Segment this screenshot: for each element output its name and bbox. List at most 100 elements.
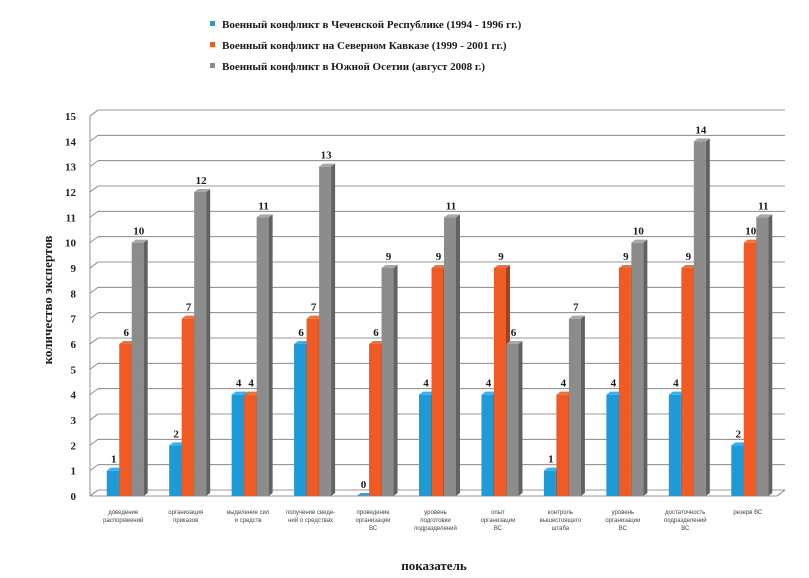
bar-side bbox=[268, 214, 273, 497]
y-tick-label: 2 bbox=[71, 440, 77, 452]
legend: Военный конфликт в Чеченской Республике … bbox=[210, 19, 522, 73]
data-label: 6 bbox=[298, 327, 304, 339]
gridline-side bbox=[89, 337, 99, 345]
x-tick-label: резерв ВС bbox=[733, 510, 763, 516]
bar-front bbox=[306, 318, 319, 496]
bar-front bbox=[481, 394, 494, 496]
bar-top bbox=[231, 391, 248, 395]
bar-top bbox=[506, 341, 523, 344]
x-tick-line: доведение bbox=[108, 510, 139, 516]
data-label: 0 bbox=[361, 479, 367, 491]
bar-front bbox=[493, 268, 506, 496]
data-label: 9 bbox=[623, 251, 629, 263]
data-label: 4 bbox=[561, 378, 567, 390]
y-tick-label: 5 bbox=[71, 364, 77, 376]
x-tick-line: подготовки bbox=[420, 518, 450, 524]
y-tick-label: 3 bbox=[71, 415, 77, 427]
data-label: 12 bbox=[196, 175, 208, 187]
data-label: 4 bbox=[423, 378, 429, 390]
bar-top bbox=[543, 467, 560, 471]
x-axis-title: показатель bbox=[401, 558, 467, 573]
legend-entry-3: Военный конфликт в Южной Осетии (август … bbox=[222, 61, 485, 73]
y-tick-label: 12 bbox=[65, 187, 77, 199]
bar-front bbox=[131, 242, 144, 496]
data-label: 7 bbox=[573, 302, 579, 314]
legend-swatch-3 bbox=[210, 63, 215, 68]
bar-front bbox=[543, 470, 556, 496]
x-tick-label: достаточность подразделений ВС bbox=[664, 510, 707, 532]
bar-front bbox=[256, 217, 269, 497]
gridline-side bbox=[89, 464, 99, 471]
bar bbox=[693, 138, 710, 497]
bar bbox=[256, 214, 273, 497]
bar-top bbox=[481, 391, 498, 395]
x-tick-label: контроль вышестоящего штаба bbox=[540, 510, 582, 532]
bar-front bbox=[119, 344, 132, 496]
x-tick-label: уровень подготовки подразделений bbox=[414, 510, 457, 532]
x-tick-label: опыт организации ВС bbox=[480, 510, 515, 532]
x-tick-line: ВС bbox=[369, 526, 378, 532]
data-label: 10 bbox=[633, 226, 645, 238]
data-label: 4 bbox=[611, 378, 617, 390]
data-label: 14 bbox=[695, 124, 707, 136]
x-tick-line: подразделений bbox=[414, 525, 457, 532]
x-tick-label: получение сведе-ний о средствах bbox=[286, 510, 335, 524]
bar-side bbox=[143, 239, 148, 496]
gridline-side bbox=[89, 312, 99, 319]
x-tick-line: уровень bbox=[612, 510, 635, 516]
y-tick-label: 6 bbox=[71, 339, 77, 351]
data-label: 6 bbox=[511, 327, 517, 339]
gridline-side bbox=[89, 211, 99, 218]
bar-front bbox=[231, 394, 244, 496]
bar-top bbox=[106, 467, 123, 471]
bar-top bbox=[119, 341, 136, 344]
bar-top bbox=[256, 214, 273, 218]
bars bbox=[106, 138, 773, 497]
x-tick-label: уровень организации ВС bbox=[605, 510, 640, 532]
data-label: 9 bbox=[386, 251, 392, 263]
x-tick-line: и средств bbox=[235, 518, 262, 524]
bar-top bbox=[181, 315, 198, 319]
data-label: 4 bbox=[236, 378, 242, 390]
bar bbox=[381, 265, 398, 496]
bar-top bbox=[369, 341, 386, 344]
gridline-side bbox=[89, 363, 99, 370]
bar-front bbox=[169, 445, 182, 496]
data-label: 11 bbox=[758, 200, 768, 212]
gridline-side bbox=[89, 236, 99, 243]
y-tick-label: 10 bbox=[65, 238, 77, 250]
bar-side bbox=[518, 341, 523, 496]
data-label: 4 bbox=[486, 378, 492, 390]
gridline-side bbox=[89, 287, 99, 294]
x-tick-line: организации bbox=[605, 518, 640, 524]
bar-side bbox=[393, 265, 398, 496]
x-tick-line: контроль bbox=[548, 510, 573, 516]
x-tick-line: приказов bbox=[173, 518, 198, 524]
x-axis-depth bbox=[776, 489, 786, 497]
data-label: 10 bbox=[133, 226, 145, 238]
bar-front bbox=[556, 394, 569, 496]
bar bbox=[319, 163, 336, 496]
x-tick-line: опыт bbox=[491, 510, 505, 516]
bar-top bbox=[668, 391, 685, 395]
bar-front bbox=[618, 268, 631, 496]
bar-front bbox=[381, 268, 394, 496]
bar bbox=[131, 239, 148, 496]
legend-swatch-1 bbox=[210, 21, 215, 26]
data-label: 7 bbox=[186, 302, 192, 314]
bar-top bbox=[444, 214, 460, 218]
bar-top bbox=[169, 442, 186, 446]
y-tick-label: 7 bbox=[71, 314, 77, 326]
y-tick-label: 11 bbox=[66, 212, 76, 224]
bar-front bbox=[568, 318, 581, 496]
gridline-side bbox=[89, 439, 99, 446]
bar-front bbox=[631, 242, 644, 496]
x-tick-line: подразделений bbox=[664, 517, 707, 524]
gridline-side bbox=[89, 413, 99, 421]
bar-top bbox=[743, 239, 760, 243]
data-label: 10 bbox=[745, 226, 757, 238]
bar-top bbox=[618, 265, 635, 268]
bar-top bbox=[381, 265, 398, 268]
